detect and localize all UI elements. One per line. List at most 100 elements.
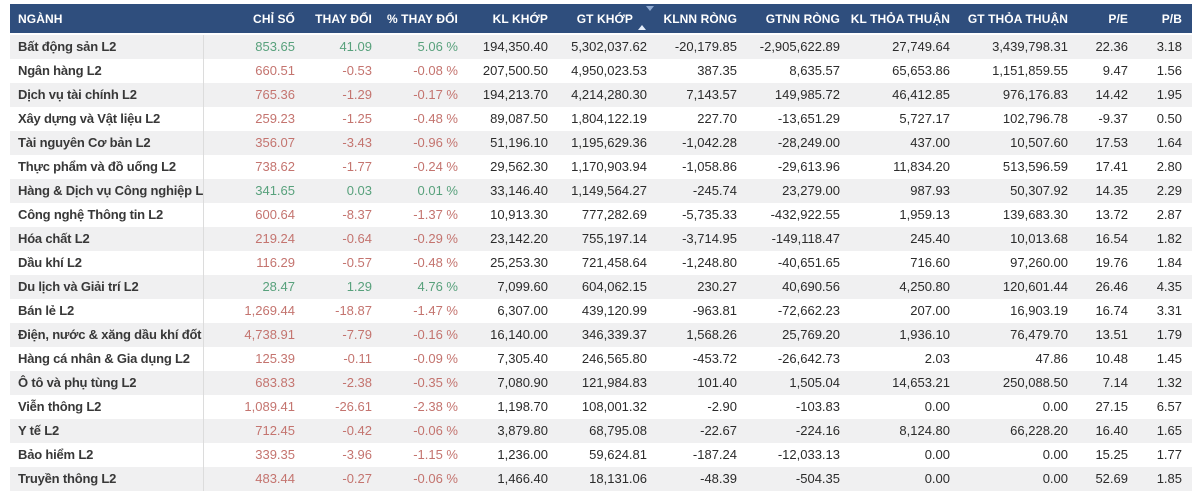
sector-row[interactable]: Tài nguyên Cơ bản L2 356.07 -3.43 -0.96 % 51… (10, 131, 1192, 155)
cell-nganh: Hàng cá nhân & Gia dụng L2 (10, 347, 204, 371)
cell-pct_thay_doi: -0.35 % (413, 375, 458, 390)
column-header-klnn_rong[interactable]: KLNN RÒNG (657, 4, 747, 35)
cell-pb: 1.64 (1156, 135, 1182, 150)
cell-pb: 1.56 (1156, 63, 1182, 78)
cell-kl_thoa_thuan: 0.00 (924, 447, 950, 462)
cell-pct_thay_doi: -0.29 % (413, 231, 458, 246)
column-header-label: KLNN RÒNG (663, 11, 737, 26)
sector-row[interactable]: Du lịch và Giải trí L2 28.47 1.29 4.76 % 7,0… (10, 275, 1192, 299)
cell-pct_thay_doi: -0.09 % (413, 351, 458, 366)
cell-gtnn_rong: -224.16 (795, 423, 840, 438)
cell-kl_thoa_thuan: 11,834.20 (893, 159, 950, 174)
cell-pe: 14.42 (1095, 87, 1128, 102)
sector-row[interactable]: Dầu khí L2 116.29 -0.57 -0.48 % 25,253.30 721… (10, 251, 1192, 275)
cell-pe: 9.47 (1102, 63, 1128, 78)
sector-row[interactable]: Bảo hiểm L2 339.35 -3.96 -1.15 % 1,236.00 59,… (10, 443, 1192, 467)
cell-klnn_rong: -1,042.28 (682, 135, 737, 150)
cell-klnn_rong: -22.67 (700, 423, 737, 438)
cell-gtnn_rong: -2,905,622.89 (759, 39, 840, 54)
cell-thay_doi: -0.64 (342, 231, 372, 246)
column-header-label: NGÀNH (18, 11, 63, 26)
sector-row[interactable]: Công nghệ Thông tin L2 600.64 -8.37 -1.37 %… (10, 203, 1192, 227)
column-header-nganh[interactable]: NGÀNH (10, 4, 203, 35)
cell-chi_so: 219.24 (255, 231, 295, 246)
sector-row[interactable]: Xây dựng và Vật liệu L2 259.23 -1.25 -0.48 … (10, 107, 1192, 131)
column-header-gt_thoa_thuan[interactable]: GT THỎA THUẬN (960, 4, 1078, 35)
column-header-chi_so[interactable]: CHỈ SỐ (203, 4, 305, 35)
column-header-kl_thoa_thuan[interactable]: KL THỎA THUẬN (850, 4, 960, 35)
cell-thay_doi: -3.96 (342, 447, 372, 462)
cell-gtnn_rong: -40,651.65 (777, 255, 840, 270)
cell-gt_khop: 1,170,903.94 (571, 159, 647, 174)
cell-kl_thoa_thuan: 0.00 (924, 399, 950, 414)
cell-klnn_rong: -1,058.86 (682, 159, 737, 174)
column-header-pct_thay_doi[interactable]: % THAY ĐỔI (382, 4, 468, 35)
cell-gt_thoa_thuan: 66,228.20 (1010, 423, 1068, 438)
sector-row[interactable]: Bán lẻ L2 1,269.44 -18.87 -1.47 % 6,307.00 43… (10, 299, 1192, 323)
cell-gtnn_rong: -149,118.47 (771, 231, 840, 246)
cell-chi_so: 1,089.41 (244, 399, 295, 414)
column-header-pb[interactable]: P/B (1138, 4, 1192, 35)
cell-pb: 2.29 (1156, 183, 1182, 198)
cell-gtnn_rong: 8,635.57 (789, 63, 840, 78)
column-header-pe[interactable]: P/E (1078, 4, 1138, 35)
cell-gt_thoa_thuan: 1,151,859.55 (992, 63, 1068, 78)
cell-nganh: Dịch vụ tài chính L2 (10, 83, 204, 107)
cell-nganh: Du lịch và Giải trí L2 (10, 275, 204, 299)
cell-kl_thoa_thuan: 2.03 (924, 351, 950, 366)
cell-pct_thay_doi: -0.96 % (413, 135, 458, 150)
cell-thay_doi: -8.37 (342, 207, 372, 222)
cell-pb: 1.77 (1156, 447, 1182, 462)
cell-pb: 1.79 (1156, 327, 1182, 342)
cell-gtnn_rong: -29,613.96 (777, 159, 840, 174)
column-header-gt_khop[interactable]: GT KHỚP (558, 4, 657, 35)
sector-row[interactable]: Điện, nước & xăng dầu khí đốt L2 4,738.91… (10, 323, 1192, 347)
sector-row[interactable]: Bất động sản L2 853.65 41.09 5.06 % 194,350.… (10, 34, 1192, 59)
cell-pb: 3.18 (1156, 39, 1182, 54)
column-header-label: GT THỎA THUẬN (967, 11, 1068, 26)
cell-pe: 16.54 (1095, 231, 1128, 246)
cell-pb: 0.50 (1156, 111, 1182, 126)
cell-gt_thoa_thuan: 139,683.30 (1002, 207, 1068, 222)
cell-thay_doi: -1.77 (342, 159, 372, 174)
sector-row[interactable]: Viễn thông L2 1,089.41 -26.61 -2.38 % 1,198.… (10, 395, 1192, 419)
sector-row[interactable]: Hàng cá nhân & Gia dụng L2 125.39 -0.11 -0.… (10, 347, 1192, 371)
cell-gt_khop: 346,339.37 (581, 327, 647, 342)
sector-row[interactable]: Truyền thông L2 483.44 -0.27 -0.06 % 1,466.4… (10, 467, 1192, 491)
column-header-gtnn_rong[interactable]: GTNN RÒNG (747, 4, 850, 35)
sector-row[interactable]: Ô tô và phụ tùng L2 683.83 -2.38 -0.35 % 7,0… (10, 371, 1192, 395)
cell-gt_khop: 59,624.81 (589, 447, 647, 462)
cell-kl_thoa_thuan: 437.00 (910, 135, 950, 150)
column-header-thay_doi[interactable]: THAY ĐỔI (305, 4, 382, 35)
cell-klnn_rong: -20,179.85 (674, 39, 737, 54)
column-header-label: CHỈ SỐ (253, 11, 295, 26)
sector-row[interactable]: Ngân hàng L2 660.51 -0.53 -0.08 % 207,500.50… (10, 59, 1192, 83)
sector-row[interactable]: Thực phẩm và đồ uống L2 738.62 -1.77 -0.24 … (10, 155, 1192, 179)
cell-gtnn_rong: -504.35 (795, 471, 840, 486)
column-header-label: GTNN RÒNG (765, 11, 840, 26)
cell-gtnn_rong: 25,769.20 (782, 327, 840, 342)
sector-row[interactable]: Hàng & Dịch vụ Công nghiệp L2 341.65 0.03 0… (10, 179, 1192, 203)
sector-index-table: NGÀNH CHỈ SỐ THAY ĐỔI % THAY ĐỔI KL KHỚP GT K… (10, 4, 1192, 491)
cell-kl_thoa_thuan: 716.60 (910, 255, 950, 270)
cell-nganh: Thực phẩm và đồ uống L2 (10, 155, 204, 179)
cell-gt_khop: 1,149,564.27 (571, 183, 647, 198)
cell-kl_khop: 194,350.40 (482, 39, 548, 54)
cell-thay_doi: -3.43 (342, 135, 372, 150)
sector-row[interactable]: Y tế L2 712.45 -0.42 -0.06 % 3,879.80 68,795.… (10, 419, 1192, 443)
cell-kl_thoa_thuan: 8,124.80 (899, 423, 950, 438)
cell-nganh: Hóa chất L2 (10, 227, 204, 251)
column-header-kl_khop[interactable]: KL KHỚP (468, 4, 558, 35)
sector-row[interactable]: Dịch vụ tài chính L2 765.36 -1.29 -0.17 % 19… (10, 83, 1192, 107)
cell-kl_thoa_thuan: 4,250.80 (899, 279, 950, 294)
cell-klnn_rong: 101.40 (697, 375, 737, 390)
cell-nganh: Bảo hiểm L2 (10, 443, 204, 467)
cell-gt_thoa_thuan: 97,260.00 (1010, 255, 1068, 270)
cell-kl_khop: 207,500.50 (482, 63, 548, 78)
cell-kl_thoa_thuan: 207.00 (910, 303, 950, 318)
cell-nganh: Công nghệ Thông tin L2 (10, 203, 204, 227)
cell-klnn_rong: 387.35 (697, 63, 737, 78)
column-header-label: GT KHỚP (576, 11, 633, 26)
sector-row[interactable]: Hóa chất L2 219.24 -0.64 -0.29 % 23,142.20 75… (10, 227, 1192, 251)
cell-pe: 17.53 (1095, 135, 1128, 150)
